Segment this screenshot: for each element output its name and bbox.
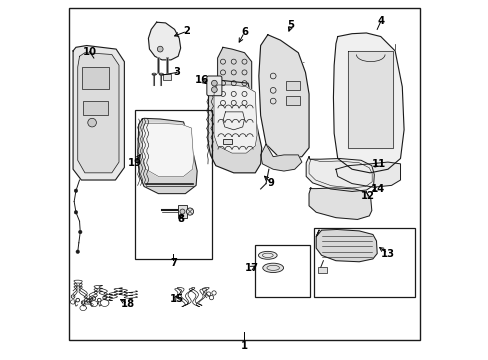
Polygon shape [347, 51, 392, 148]
Text: 15: 15 [170, 294, 184, 304]
Bar [83, 101, 108, 116]
Text: 2: 2 [183, 26, 190, 36]
Circle shape [78, 230, 82, 234]
Text: 1: 1 [241, 341, 247, 351]
FancyBboxPatch shape [206, 76, 222, 96]
Text: 19: 19 [128, 158, 142, 168]
Polygon shape [223, 112, 244, 130]
Polygon shape [142, 123, 193, 176]
Circle shape [74, 211, 78, 214]
Ellipse shape [262, 263, 283, 273]
Ellipse shape [258, 251, 277, 259]
Circle shape [186, 208, 193, 215]
Text: 6: 6 [241, 27, 247, 37]
Circle shape [157, 46, 163, 52]
Text: 8: 8 [177, 214, 184, 224]
Text: 14: 14 [370, 184, 384, 194]
Polygon shape [308, 188, 371, 220]
Ellipse shape [159, 73, 163, 75]
Text: 4: 4 [376, 17, 384, 27]
Polygon shape [217, 47, 251, 116]
Circle shape [88, 118, 96, 127]
Bar [285, 81, 300, 90]
Polygon shape [305, 157, 373, 192]
Bar [317, 267, 326, 273]
Bar [223, 139, 231, 144]
Polygon shape [78, 53, 119, 173]
Bar [163, 74, 171, 80]
Text: 16: 16 [195, 75, 209, 85]
Circle shape [76, 250, 80, 253]
Polygon shape [260, 144, 301, 171]
Circle shape [211, 87, 217, 93]
Text: 17: 17 [244, 263, 258, 273]
Bar [178, 205, 187, 218]
Text: 9: 9 [267, 178, 274, 188]
Text: 10: 10 [82, 46, 97, 57]
Text: 11: 11 [371, 159, 386, 169]
Polygon shape [335, 162, 400, 187]
Text: 5: 5 [287, 20, 294, 30]
Bar [135, 110, 212, 259]
Polygon shape [137, 118, 197, 194]
Text: 18: 18 [121, 299, 135, 309]
Polygon shape [207, 80, 261, 173]
Polygon shape [214, 85, 257, 153]
Text: 3: 3 [173, 67, 180, 77]
Circle shape [180, 209, 184, 214]
Polygon shape [333, 33, 403, 173]
Ellipse shape [152, 73, 156, 75]
Bar [314, 228, 414, 297]
Bar [254, 244, 309, 297]
Bar [82, 67, 109, 89]
Polygon shape [316, 229, 376, 262]
Polygon shape [148, 22, 180, 60]
Polygon shape [258, 35, 308, 158]
Text: 7: 7 [170, 258, 177, 268]
Circle shape [74, 189, 78, 193]
Circle shape [211, 80, 217, 86]
Text: 13: 13 [380, 248, 394, 258]
Polygon shape [73, 45, 124, 180]
Text: 12: 12 [361, 191, 374, 201]
Bar [285, 96, 300, 105]
